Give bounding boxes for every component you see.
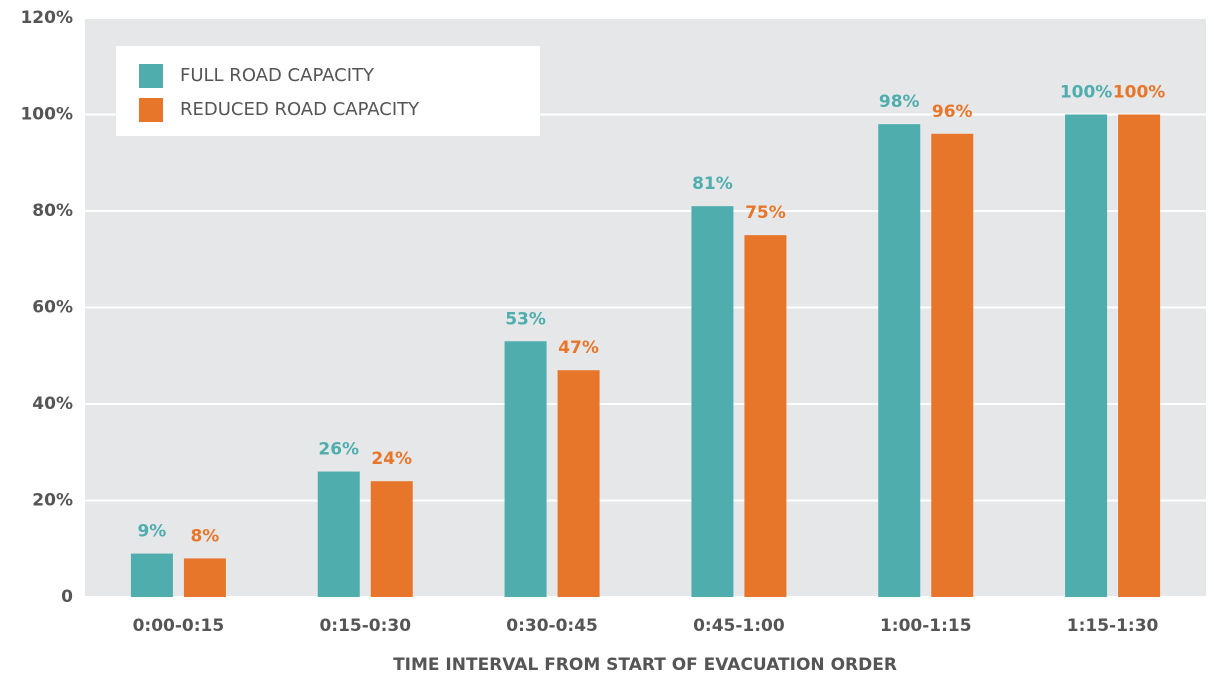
data-label: 8% [190,526,219,546]
data-label: 98% [879,92,920,112]
bar [1065,114,1108,597]
y-tick-label: 20% [32,491,73,511]
bar [691,206,734,598]
bar [878,124,921,598]
y-tick-label: 40% [32,394,73,414]
legend-box [116,46,540,136]
y-tick-label: 100% [20,105,73,125]
legend-label: REDUCED ROAD CAPACITY [180,99,420,120]
data-label: 9% [137,522,166,542]
bar [1118,114,1161,597]
bar [744,235,787,597]
x-axis-title: TIME INTERVAL FROM START OF EVACUATION O… [393,655,897,675]
data-label: 47% [558,338,599,358]
bar [931,133,974,598]
legend-swatch [139,98,163,122]
x-tick-label: 1:15-1:30 [1067,616,1159,636]
bar [183,558,226,597]
data-label: 75% [745,203,786,223]
data-label: 100% [1060,83,1113,103]
data-label: 26% [318,440,359,460]
bar [130,553,173,597]
y-tick-label: 60% [32,298,73,318]
x-tick-label: 0:15-0:30 [319,616,411,636]
bar [370,481,413,597]
y-tick-label: 120% [20,8,73,28]
data-label: 81% [692,174,733,194]
data-label: 53% [505,309,546,329]
x-tick-label: 0:00-0:15 [133,616,225,636]
x-tick-label: 1:00-1:15 [880,616,972,636]
x-tick-label: 0:45-1:00 [693,616,785,636]
data-label: 100% [1113,83,1166,103]
legend-swatch [139,64,163,88]
data-label: 24% [371,449,412,469]
data-label: 96% [932,102,973,122]
bar [317,471,360,597]
legend-label: FULL ROAD CAPACITY [180,65,375,86]
y-tick-label: 0 [61,587,73,607]
bar [557,370,600,597]
y-tick-label: 80% [32,201,73,221]
bar [504,341,547,597]
x-tick-label: 0:30-0:45 [506,616,598,636]
